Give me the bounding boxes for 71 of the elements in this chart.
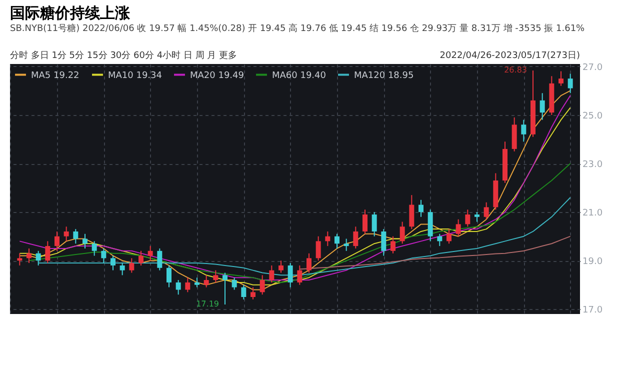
candlestick	[297, 264, 302, 286]
candlestick	[73, 228, 78, 244]
candlestick	[400, 221, 405, 244]
candlestick	[64, 226, 69, 242]
candlestick	[157, 248, 162, 271]
candlestick	[101, 248, 106, 264]
candlestick	[288, 262, 293, 288]
annotation: 17.19	[196, 300, 219, 309]
candlestick	[568, 73, 573, 94]
candlestick	[325, 230, 330, 247]
candlestick	[381, 228, 386, 256]
candlestick	[110, 255, 116, 271]
y-tick-label: 17.0	[582, 306, 603, 316]
y-tick-label: 19.0	[582, 257, 603, 268]
text: 分时 多日 1分 5分 15分 30分 60分 4小时 日 周 月 更多	[10, 50, 238, 61]
annotation: 26.83	[504, 66, 527, 75]
candlestick	[54, 230, 60, 252]
y-tick-label: 21.0	[582, 208, 603, 219]
chart-title: 国际糖价持续上涨	[10, 4, 131, 22]
candlestick	[484, 202, 489, 220]
text: 2022/04/26-2023/05/17(273日)	[440, 51, 580, 61]
candlestick	[353, 226, 358, 249]
candlestick	[250, 286, 256, 300]
candlestick	[409, 194, 414, 230]
candlestick	[232, 277, 237, 290]
candlestick	[120, 262, 125, 276]
legend-label: MA120 18.95	[354, 70, 414, 81]
candlestick	[92, 240, 97, 256]
chart-subtitle: SB.NYB(11号糖) 2022/06/06 收 19.57 幅 1.45%(0.28) 开 19.45 高 19.76 低 19.45 结 19.56 仓 29.93万 量 8.31万 增 -3535 振 1.61%	[10, 23, 586, 34]
y-tick-label: 27.0	[582, 62, 603, 73]
candlestick	[306, 252, 312, 274]
candlestick	[222, 272, 228, 306]
candlestick	[129, 258, 134, 274]
candlestick	[204, 274, 209, 288]
candlestick	[260, 274, 265, 296]
candlestick	[148, 246, 153, 262]
candlestick	[26, 248, 32, 264]
candlestick	[36, 250, 41, 266]
candlestick	[176, 280, 181, 296]
candlestick	[45, 240, 50, 264]
legend-label: MA60 19.40	[272, 70, 326, 81]
candlestick	[241, 284, 246, 300]
candlestick	[344, 238, 349, 252]
candlestick	[456, 218, 461, 237]
candlestick	[540, 92, 545, 120]
candlestick	[372, 212, 377, 237]
candlestick	[185, 277, 190, 293]
candlestick	[269, 264, 274, 283]
y-tick-label: 23.0	[582, 160, 603, 170]
legend-label: MA10 19.34	[108, 70, 162, 81]
y-tick-label: 25.0	[582, 111, 603, 122]
candlestick	[278, 260, 284, 274]
candlestick	[558, 70, 564, 86]
candlestick	[166, 264, 172, 288]
candlestick	[17, 252, 22, 266]
candlestick	[362, 209, 368, 234]
candlestick	[138, 250, 144, 266]
candlestick	[418, 199, 424, 218]
candlestick	[316, 236, 321, 262]
legend-label: MA5 19.22	[31, 70, 80, 81]
candlestick	[334, 233, 340, 249]
candlestick	[82, 233, 88, 249]
candlestick	[213, 270, 218, 283]
legend-label: MA20 19.49	[190, 70, 244, 81]
candlestick	[194, 277, 200, 288]
candlestick	[521, 119, 526, 142]
candlestick	[446, 228, 452, 244]
candlestick	[390, 236, 396, 254]
candlestick	[465, 209, 470, 228]
candlestick	[437, 233, 442, 247]
candlestick	[474, 212, 480, 222]
